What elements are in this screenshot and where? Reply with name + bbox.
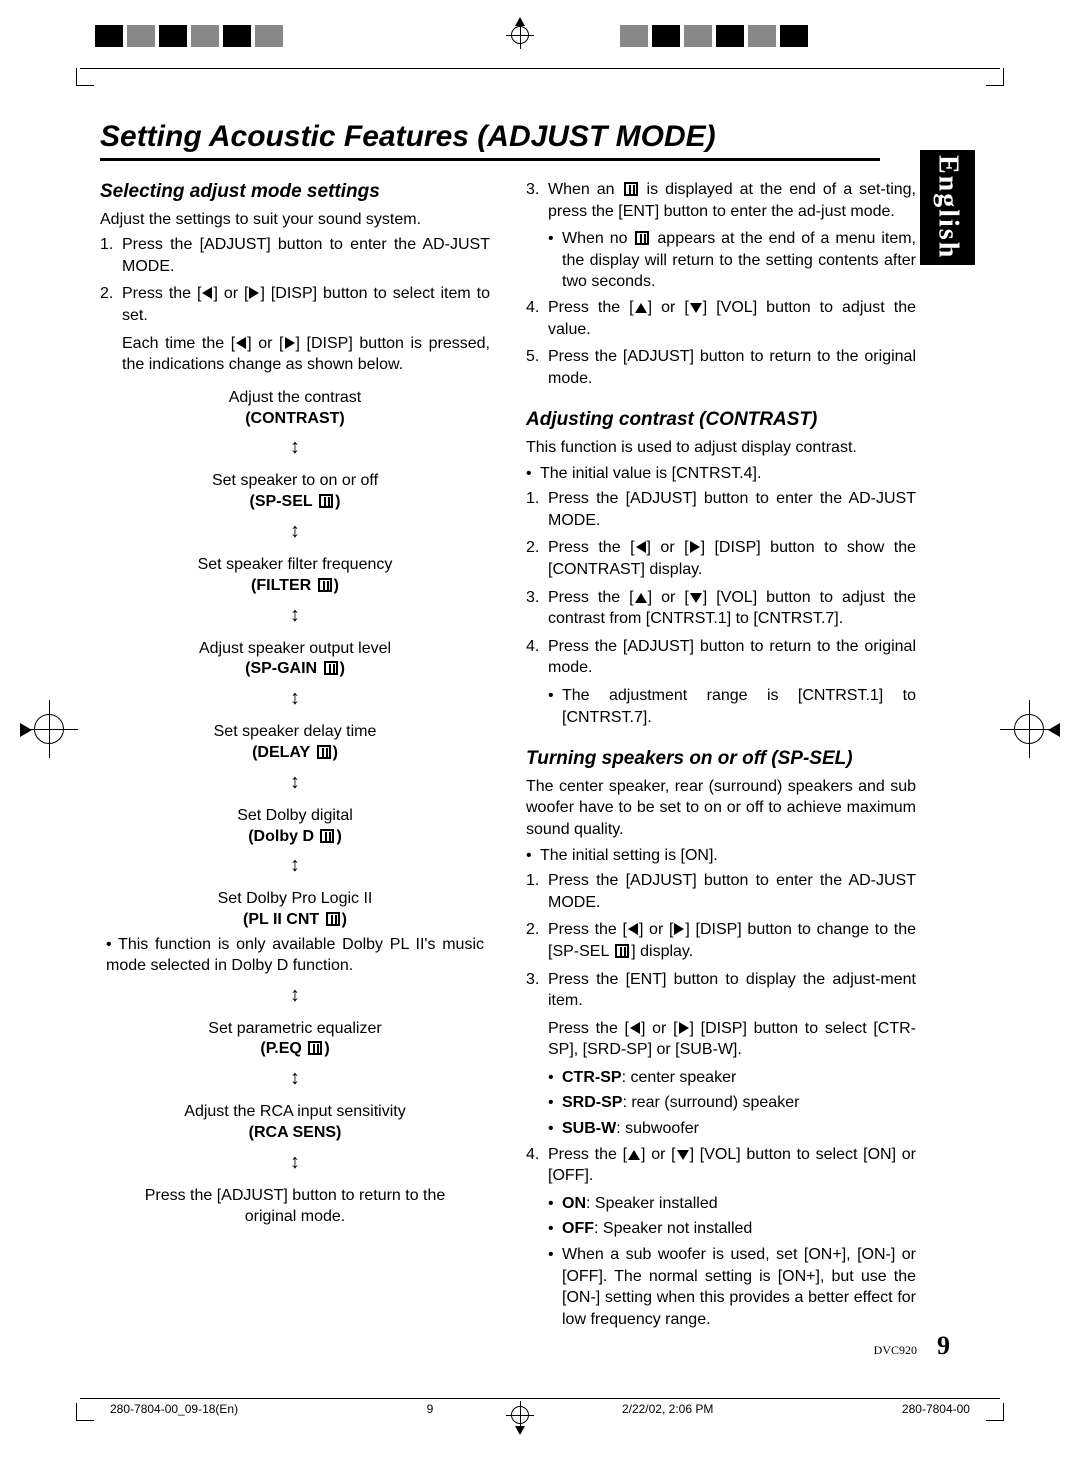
sp-step-1: 1.Press the [ADJUST] button to enter the… (526, 870, 916, 913)
section-spsel: Turning speakers on or off (SP-SEL) (526, 746, 916, 772)
reg-blocks-right (620, 25, 808, 47)
c-step-3: 3.Press the [] or [] [VOL] button to adj… (526, 587, 916, 630)
off-desc: OFF: Speaker not installed (526, 1218, 916, 1240)
c-step-2: 2.Press the [] or [] [DISP] button to sh… (526, 537, 916, 580)
left-column: Selecting adjust mode settings Adjust th… (100, 179, 490, 1334)
step-5: 5.Press the [ADJUST] button to return to… (526, 346, 916, 389)
sub-w: SUB-W: subwoofer (526, 1118, 916, 1140)
sp-step-4: 4.Press the [] or [] [VOL] button to sel… (526, 1144, 916, 1187)
step-4: 4.Press the [] or [] [VOL] button to adj… (526, 297, 916, 340)
section-selecting: Selecting adjust mode settings (100, 179, 490, 205)
step-2: 2.Press the [] or [] [DISP] button to se… (100, 283, 490, 326)
step-1: 1.Press the [ADJUST] button to enter the… (100, 234, 490, 277)
pl2-note: • This function is only available Dolby … (100, 935, 490, 977)
spsel-initial: The initial setting is [ON]. (526, 845, 916, 867)
right-column: 3.When an is displayed at the end of a s… (526, 179, 916, 1334)
step-2-detail: Each time the [] or [] [DISP] button is … (100, 333, 490, 376)
sp-step-3: 3.Press the [ENT] button to display the … (526, 969, 916, 1012)
footer-file: 280-7804-00_09-18(En) (110, 1402, 238, 1416)
footer-date: 2/22/02, 2:06 PM (622, 1402, 713, 1416)
contrast-initial: The initial value is [CNTRST.4]. (526, 463, 916, 485)
footer-doc: 280-7804-00 (902, 1402, 970, 1416)
spsel-intro: The center speaker, rear (surround) spea… (526, 776, 916, 841)
crosshair-top (506, 21, 536, 51)
doc-footer: 280-7804-00_09-18(En) 9 2/22/02, 2:06 PM… (100, 1398, 980, 1416)
c-step-4: 4.Press the [ADJUST] button to return to… (526, 636, 916, 679)
step-3: 3.When an is displayed at the end of a s… (526, 179, 916, 222)
page-footer-number: DVC9209 (874, 1331, 950, 1361)
contrast-intro: This function is used to adjust display … (526, 437, 916, 459)
c-step-4-note: The adjustment range is [CNTRST.1] to [C… (526, 685, 916, 728)
srd-sp: SRD-SP: rear (surround) speaker (526, 1092, 916, 1114)
page-title: Setting Acoustic Features (ADJUST MODE) (100, 120, 880, 161)
side-crosshair-left (20, 700, 80, 760)
footer-pgnum: 9 (427, 1402, 434, 1416)
c-step-1: 1.Press the [ADJUST] button to enter the… (526, 488, 916, 531)
reg-blocks-left (95, 25, 283, 47)
ctr-sp: CTR-SP: center speaker (526, 1067, 916, 1089)
on-desc: ON: Speaker installed (526, 1193, 916, 1215)
side-crosshair-right (1000, 700, 1060, 760)
flow-diagram: Adjust the contrast (CONTRAST) ↕ Set spe… (100, 388, 490, 1228)
section-contrast: Adjusting contrast (CONTRAST) (526, 407, 916, 433)
step-3-bullet: When no appears at the end of a menu ite… (526, 228, 916, 293)
sp-step-2: 2.Press the [] or [] [DISP] button to ch… (526, 919, 916, 962)
subwoofer-note: When a sub woofer is used, set [ON+], [O… (526, 1244, 916, 1330)
sp-step-3b: Press the [] or [] [DISP] button to sele… (526, 1018, 916, 1061)
crosshair-bottom (506, 1401, 536, 1431)
intro-text: Adjust the settings to suit your sound s… (100, 209, 490, 231)
